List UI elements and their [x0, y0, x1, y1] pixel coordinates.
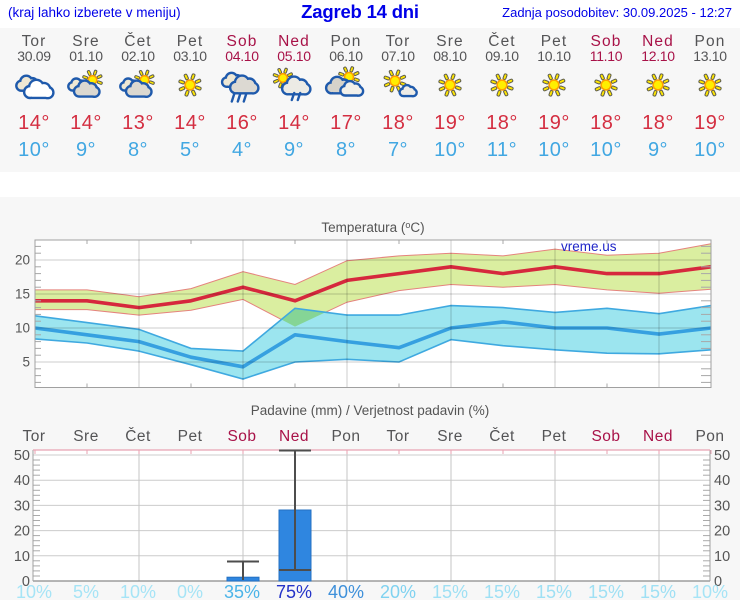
svg-text:20: 20	[714, 524, 730, 540]
svg-text:50: 50	[714, 448, 730, 464]
svg-text:30: 30	[714, 498, 730, 514]
svg-text:5: 5	[22, 355, 30, 370]
svg-text:Pet: Pet	[542, 428, 567, 445]
svg-text:Sob: Sob	[227, 428, 256, 445]
svg-text:0: 0	[22, 574, 30, 590]
svg-text:Pon: Pon	[331, 428, 360, 445]
svg-text:Sre: Sre	[437, 428, 463, 445]
svg-text:Sre: Sre	[73, 428, 99, 445]
svg-text:Pon: Pon	[695, 428, 724, 445]
svg-text:40: 40	[14, 473, 30, 489]
svg-text:Sob: Sob	[591, 428, 620, 445]
svg-text:Čet: Čet	[489, 428, 515, 445]
svg-text:Padavine (mm) / Verjetnost pad: Padavine (mm) / Verjetnost padavin (%)	[251, 403, 490, 418]
svg-text:15: 15	[15, 287, 30, 302]
svg-text:10: 10	[714, 549, 730, 565]
svg-text:20: 20	[14, 524, 30, 540]
svg-text:Čet: Čet	[125, 428, 151, 445]
svg-text:30: 30	[14, 498, 30, 514]
svg-text:10: 10	[15, 321, 30, 336]
svg-text:40: 40	[714, 473, 730, 489]
svg-text:Pet: Pet	[178, 428, 203, 445]
svg-text:Tor: Tor	[386, 428, 409, 445]
svg-text:Ned: Ned	[643, 428, 673, 445]
svg-text:Tor: Tor	[22, 428, 45, 445]
svg-text:0: 0	[714, 574, 722, 590]
svg-text:20: 20	[15, 253, 30, 268]
svg-text:vreme.us: vreme.us	[561, 239, 617, 254]
svg-text:10: 10	[14, 549, 30, 565]
svg-text:Ned: Ned	[279, 428, 309, 445]
svg-text:50: 50	[14, 448, 30, 464]
svg-text:Temperatura (oC): Temperatura (oC)	[321, 220, 424, 235]
